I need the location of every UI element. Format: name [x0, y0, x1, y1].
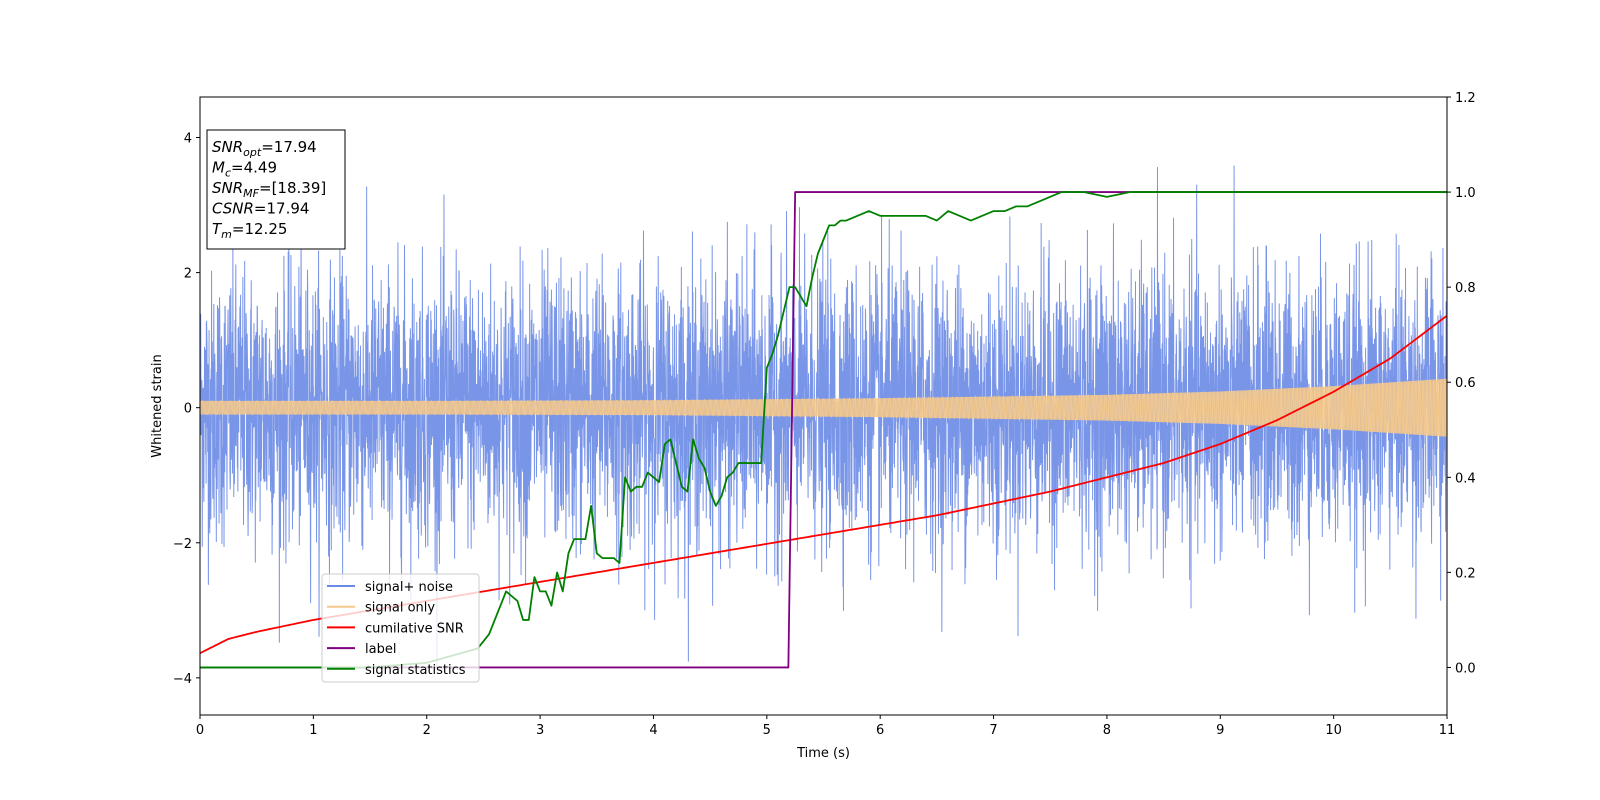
- y-axis-left: −4 −2 0 2 4: [173, 132, 200, 687]
- y-tick-label: 4: [184, 132, 192, 147]
- x-tick-label: 1: [309, 723, 317, 738]
- label-line: [200, 191, 1447, 669]
- signal-only-band: [200, 378, 1447, 437]
- info-box-frame: [206, 129, 346, 250]
- axes-frame: [199, 96, 1448, 716]
- y-tick-label: −4: [173, 672, 192, 687]
- x-tick-label: 6: [876, 723, 884, 738]
- x-tick-label: 0: [196, 723, 204, 738]
- legend-item: label: [327, 642, 396, 657]
- signal-only-line: [200, 379, 1447, 437]
- y-tick-label: 0: [184, 402, 192, 417]
- y2-tick-label: 0.0: [1455, 661, 1476, 676]
- series-label: [200, 191, 1447, 669]
- series-signal-statistics: [200, 191, 1447, 669]
- x-axis-label: Time (s): [796, 746, 850, 761]
- x-tick-label: 8: [1103, 723, 1111, 738]
- x-tick-label: 9: [1216, 723, 1224, 738]
- series-signal-only: [200, 378, 1447, 437]
- legend-item: signal only: [327, 601, 435, 616]
- info-box-line: CSNR=17.94: [212, 200, 309, 218]
- y2-tick-label: 0.6: [1455, 376, 1476, 391]
- legend-label: signal statistics: [365, 663, 466, 678]
- y2-tick-label: 1.2: [1455, 91, 1476, 106]
- x-tick-label: 7: [989, 723, 997, 738]
- legend-item: cumilative SNR: [327, 621, 464, 636]
- y2-tick-label: 0.8: [1455, 281, 1476, 296]
- x-tick-label: 11: [1439, 723, 1456, 738]
- y2-tick-label: 1.0: [1455, 186, 1476, 201]
- x-axis: 0 1 2 3 4 5 6 7 8 9 10 11: [196, 715, 1455, 738]
- info-box-line: Mc=4.49: [212, 159, 277, 180]
- legend: signal+ noise signal only cumilative SNR la…: [321, 573, 480, 683]
- info-box-line: SNRopt=17.94: [212, 138, 317, 159]
- x-tick-label: 10: [1325, 723, 1342, 738]
- legend-label: label: [365, 642, 396, 657]
- legend-label: signal only: [365, 601, 435, 616]
- legend-label: signal+ noise: [365, 580, 453, 595]
- x-tick-label: 2: [423, 723, 431, 738]
- x-tick-label: 3: [536, 723, 544, 738]
- y-axis-right: 0.0 0.2 0.4 0.6 0.8 1.0 1.2: [1447, 91, 1476, 676]
- info-box-line: SNRMF=[18.39]: [212, 179, 326, 200]
- legend-item: signal+ noise: [327, 580, 453, 595]
- y2-tick-label: 0.2: [1455, 566, 1476, 581]
- legend-item: signal statistics: [327, 663, 466, 678]
- legend-label: cumilative SNR: [365, 621, 464, 636]
- y-tick-label: −2: [173, 537, 192, 552]
- x-tick-label: 5: [763, 723, 771, 738]
- info-box: SNRopt=17.94Mc=4.49SNRMF=[18.39]CSNR=17.…: [206, 129, 346, 250]
- signal-statistics-line: [200, 191, 1447, 669]
- info-box-line: Tm=12.25: [212, 220, 287, 241]
- legend-frame: [321, 573, 480, 683]
- y-tick-label: 2: [184, 267, 192, 282]
- x-tick-label: 4: [649, 723, 657, 738]
- y2-tick-label: 0.4: [1455, 471, 1476, 486]
- y-axis-label: Whitened strain: [150, 354, 165, 457]
